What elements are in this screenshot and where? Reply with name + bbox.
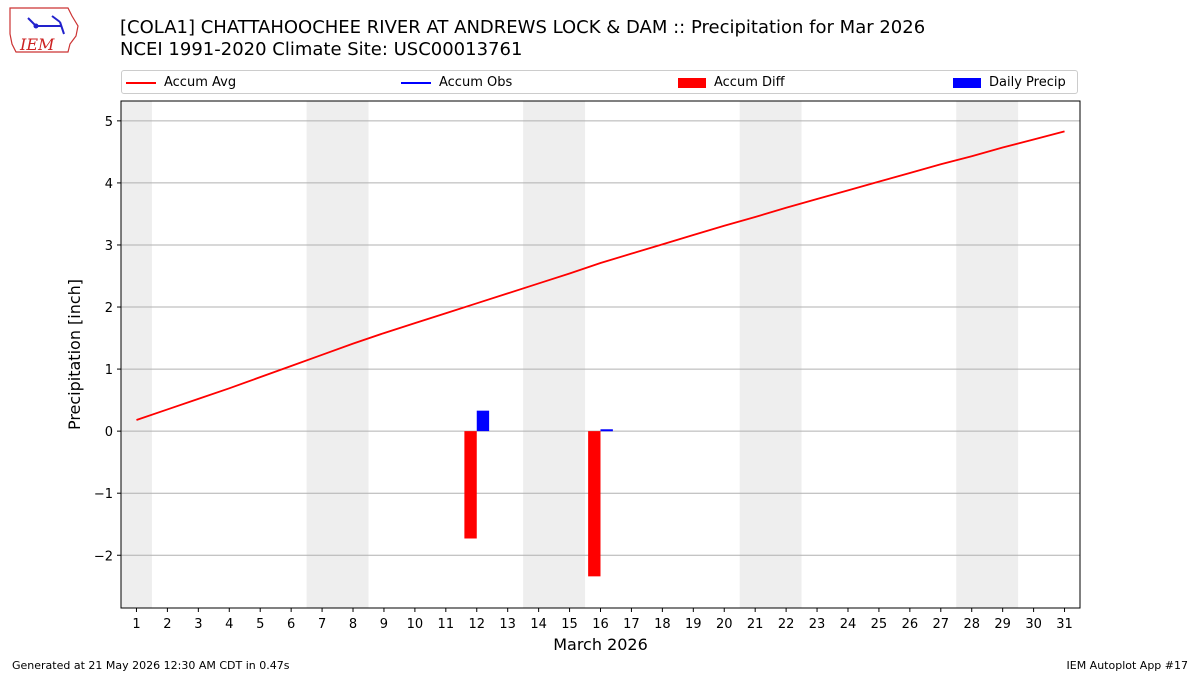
y-tick-label: 3: [105, 239, 113, 254]
x-tick-label: 19: [685, 617, 702, 632]
legend-label-accum-obs: Accum Obs: [439, 75, 513, 90]
legend-item-accum-avg: Accum Avg: [126, 75, 236, 90]
weekend-band-2: [523, 101, 586, 608]
x-tick-label: 25: [871, 617, 888, 632]
x-tick-label: 31: [1056, 617, 1073, 632]
x-tick-label: 26: [902, 617, 919, 632]
daily-precip-bar-12: [476, 410, 490, 432]
legend-label-accum-diff: Accum Diff: [714, 75, 785, 90]
x-tick-label: 17: [623, 617, 640, 632]
footer-app-id: IEM Autoplot App #17: [1066, 659, 1189, 672]
x-tick-label: 28: [963, 617, 980, 632]
x-tick-label: 1: [132, 617, 140, 632]
daily-precip-bar-16: [600, 429, 613, 432]
x-tick-label: 23: [809, 617, 826, 632]
x-tick-label: 10: [407, 617, 424, 632]
chart-title: [COLA1] CHATTAHOOCHEE RIVER AT ANDREWS L…: [120, 17, 925, 61]
x-tick-label: 12: [468, 617, 485, 632]
y-tick-label: 0: [105, 425, 113, 440]
accum-diff-bar-12: [464, 431, 477, 539]
weekend-band-1: [306, 101, 369, 608]
x-tick-label: 3: [194, 617, 202, 632]
weekend-band-4: [956, 101, 1019, 608]
x-tick-label: 6: [287, 617, 295, 632]
legend-item-daily-precip: Daily Precip: [953, 75, 1066, 90]
legend-swatch-daily-precip: [953, 77, 981, 88]
y-tick-label: 1: [105, 363, 113, 378]
x-tick-label: 7: [318, 617, 326, 632]
iowa-outline-icon: [9, 7, 79, 53]
y-axis-label: Precipitation [inch]: [65, 279, 84, 430]
x-tick-label: 13: [499, 617, 516, 632]
x-tick-label: 11: [438, 617, 455, 632]
legend-item-accum-obs: Accum Obs: [401, 75, 512, 90]
footer-generated: Generated at 21 May 2026 12:30 AM CDT in…: [12, 659, 290, 672]
legend-item-accum-diff: Accum Diff: [678, 75, 785, 90]
weekend-band-0: [121, 101, 152, 608]
x-tick-label: 22: [778, 617, 795, 632]
x-tick-label: 20: [716, 617, 733, 632]
x-tick-label: 27: [933, 617, 950, 632]
accum-diff-bar-16: [588, 431, 601, 577]
legend-swatch-accum-diff: [678, 77, 706, 88]
accum-avg-line: [136, 130, 1065, 421]
x-tick-label: 21: [747, 617, 764, 632]
x-tick-label: 2: [163, 617, 171, 632]
x-tick-label: 4: [225, 617, 233, 632]
y-tick-label: 5: [105, 115, 113, 130]
x-tick-label: 9: [380, 617, 388, 632]
x-tick-label: 14: [530, 617, 547, 632]
y-tick-label: 4: [105, 177, 113, 192]
x-tick-label: 24: [840, 617, 857, 632]
chart-legend: Accum Avg Accum Obs Accum Diff Daily Pre…: [121, 70, 1078, 94]
x-tick-label: 15: [561, 617, 578, 632]
x-tick-label: 8: [349, 617, 357, 632]
x-tick-label: 16: [592, 617, 609, 632]
y-tick-label: −1: [94, 487, 113, 502]
logo-text: IEM: [19, 35, 55, 54]
title-line-2: NCEI 1991-2020 Climate Site: USC00013761: [120, 39, 523, 60]
y-tick-label: −2: [94, 549, 113, 564]
weekend-band-3: [739, 101, 802, 608]
x-tick-label: 30: [1025, 617, 1042, 632]
x-axis-label: March 2026: [553, 635, 648, 654]
x-tick-label: 29: [994, 617, 1011, 632]
x-tick-label: 18: [654, 617, 671, 632]
legend-swatch-accum-obs: [401, 81, 431, 84]
x-tick-label: 5: [256, 617, 264, 632]
legend-swatch-accum-avg: [126, 81, 156, 84]
y-tick-label: 2: [105, 301, 113, 316]
title-line-1: [COLA1] CHATTAHOOCHEE RIVER AT ANDREWS L…: [120, 17, 926, 38]
plot-frame: [120, 100, 1081, 609]
legend-label-accum-avg: Accum Avg: [164, 75, 237, 90]
legend-label-daily-precip: Daily Precip: [989, 75, 1066, 90]
iem-logo: IEM: [9, 7, 79, 54]
weather-station-icon: [27, 15, 65, 35]
